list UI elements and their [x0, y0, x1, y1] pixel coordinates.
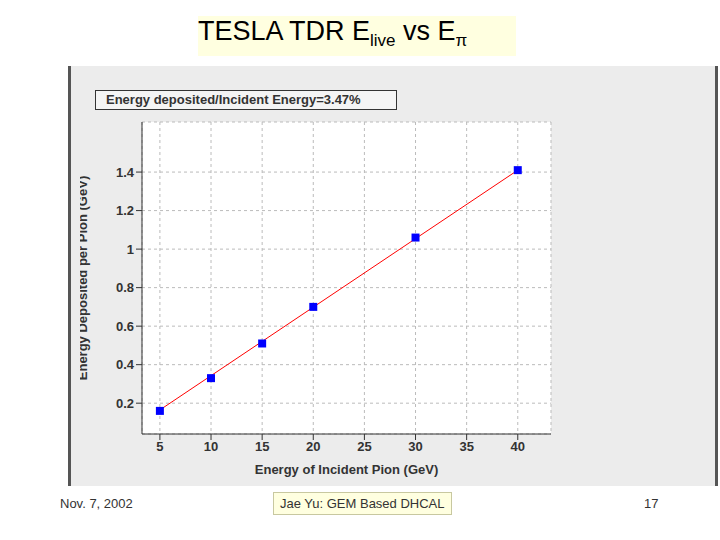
svg-text:Energy Deposited per Pion (GeV: Energy Deposited per Pion (GeV) — [80, 176, 90, 380]
svg-text:1.4: 1.4 — [116, 165, 135, 180]
html-text:Jae Yu: GEM Based DHCAL: Jae Yu: GEM Based DHCAL — [280, 496, 445, 511]
svg-text:0.2: 0.2 — [116, 396, 134, 411]
svg-text:25: 25 — [357, 439, 371, 454]
svg-text:Energy of Incident Pion (GeV): Energy of Incident Pion (GeV) — [255, 462, 438, 477]
svg-text:10: 10 — [204, 439, 218, 454]
html-text:Nov. 7, 2002: Nov. 7, 2002 — [60, 496, 133, 511]
svg-text:0.6: 0.6 — [116, 319, 134, 334]
svg-text:0.8: 0.8 — [116, 280, 134, 295]
svg-text:40: 40 — [511, 439, 525, 454]
svg-text:5: 5 — [156, 439, 163, 454]
html-text:TESLA TDR Elivevs Eπ: TESLA TDR Elivevs Eπ — [198, 16, 468, 51]
svg-text:0.4: 0.4 — [116, 357, 135, 372]
svg-text:20: 20 — [306, 439, 320, 454]
html-text:17: 17 — [644, 496, 659, 511]
svg-text:30: 30 — [408, 439, 422, 454]
svg-text:15: 15 — [255, 439, 269, 454]
svg-text:1.2: 1.2 — [116, 203, 134, 218]
html-text:Energy deposited/Incident Ener: Energy deposited/Incident Energy=3.47% — [106, 92, 361, 107]
svg-text:1: 1 — [127, 242, 134, 257]
svg-text:35: 35 — [459, 439, 473, 454]
